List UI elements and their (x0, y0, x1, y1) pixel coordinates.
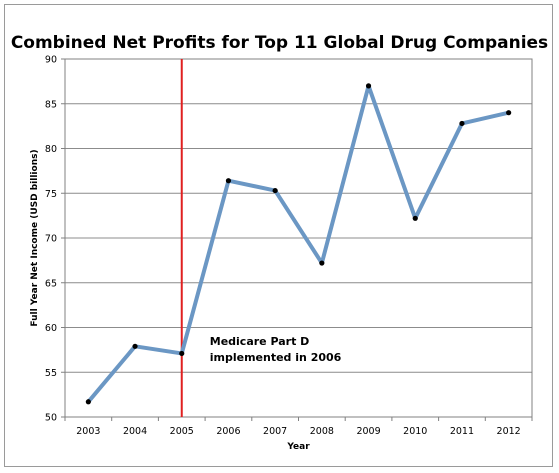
series-line (86, 83, 510, 404)
chart-title: Combined Net Profits for Top 11 Global D… (10, 33, 549, 53)
y-tick-label: 90 (45, 55, 57, 66)
data-point (459, 120, 465, 127)
y-tick-label: 60 (45, 323, 57, 334)
y-tick-label: 85 (45, 99, 57, 110)
x-tick-label: 2003 (76, 426, 100, 437)
x-tick-label: 2008 (310, 426, 334, 437)
y-tick-label: 50 (45, 413, 57, 424)
y-tick-label: 70 (45, 234, 57, 245)
y-axis-label: Full Year Net Income (USD billions) (30, 149, 40, 326)
data-point (412, 215, 418, 221)
chart-frame (4, 4, 553, 467)
y-tick-label: 80 (45, 144, 57, 155)
y-tick-label: 65 (45, 278, 57, 289)
annotation-line-2: implemented in 2006 (210, 351, 342, 364)
y-tick-label: 55 (45, 368, 57, 379)
data-point (85, 399, 91, 405)
data-points (85, 83, 512, 405)
data-point (132, 343, 138, 349)
data-point (225, 178, 232, 184)
plot-area (64, 58, 533, 418)
data-point (319, 260, 325, 266)
x-tick-label: 2004 (123, 426, 147, 437)
x-axis-label: Year (286, 442, 310, 452)
x-tick-label: 2007 (263, 426, 287, 437)
x-tick-label: 2006 (216, 426, 240, 437)
data-point (272, 187, 278, 194)
y-tick-label: 75 (45, 189, 57, 200)
data-point (179, 350, 185, 357)
x-tick-label: 2011 (450, 426, 474, 437)
data-point (365, 83, 372, 89)
x-tick-labels: 2003 2004 2005 2006 2007 2008 2009 2010 2011 2012 (76, 426, 520, 437)
annotation-line-1: Medicare Part D (210, 335, 310, 348)
x-tick-label: 2010 (403, 426, 427, 437)
y-tick-labels: 50 55 60 65 70 75 80 85 90 (45, 55, 57, 424)
x-tick-label: 2005 (170, 426, 194, 437)
data-point (506, 110, 512, 116)
x-gridlines (64, 417, 533, 421)
x-tick-label: 2009 (356, 426, 380, 437)
x-tick-label: 2012 (497, 426, 521, 437)
